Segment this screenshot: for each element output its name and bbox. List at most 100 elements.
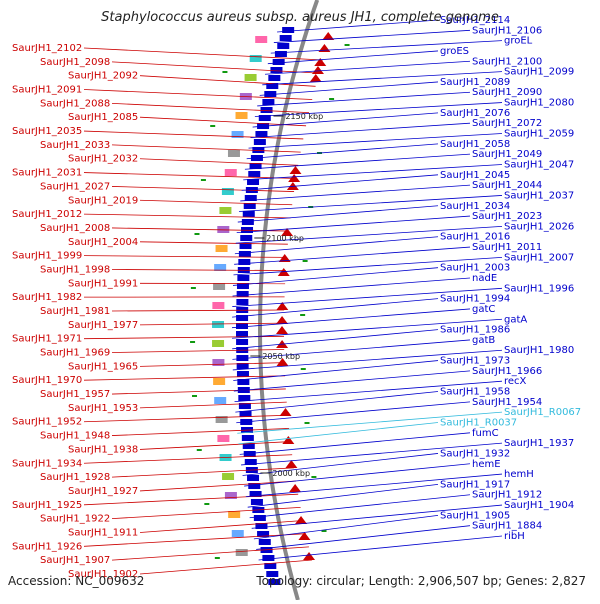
gene-label-left: SaurJH1_1927 <box>68 486 138 497</box>
forward-feature <box>237 275 249 281</box>
leader-line <box>232 330 438 349</box>
gene-label-right: groES <box>440 46 469 57</box>
gene-label-left: SaurJH1_1969 <box>40 348 110 359</box>
feature-marker <box>197 449 202 451</box>
annotation-stripe <box>212 302 224 309</box>
gene-label-left: SaurJH1_1965 <box>68 361 138 372</box>
feature-marker <box>215 557 220 559</box>
annotation-stripe <box>213 283 225 290</box>
leader-line <box>256 526 470 550</box>
gene-label-right: fumC <box>472 428 499 439</box>
gene-label-left: SaurJH1_2088 <box>40 98 110 109</box>
gene-label-left: SaurJH1_1925 <box>12 500 82 511</box>
gene-label-left: SaurJH1_2027 <box>40 181 110 192</box>
gene-label-left: SaurJH1_2033 <box>40 140 110 151</box>
annotation-stripe <box>212 321 224 328</box>
gene-label-left: SaurJH1_2008 <box>40 223 110 234</box>
leader-line <box>84 455 292 464</box>
forward-feature <box>270 67 282 73</box>
reverse-feature <box>282 436 294 444</box>
reverse-feature <box>280 408 292 416</box>
leader-line <box>237 216 470 233</box>
leader-line <box>84 173 296 179</box>
leader-line <box>240 433 470 455</box>
gene-label-right: nadE <box>472 273 497 284</box>
genome-summary: Topology: circular; Length: 2,906,507 bp… <box>256 574 586 588</box>
reverse-feature <box>289 484 301 492</box>
gene-label-left: SaurJH1_1938 <box>68 444 138 455</box>
gene-label-left: SaurJH1_1926 <box>12 541 82 552</box>
feature-marker <box>210 125 215 127</box>
gene-label-right: SaurJH1_2037 <box>504 190 574 201</box>
annotation-stripe <box>219 207 231 214</box>
gene-label-left: SaurJH1_1911 <box>68 527 138 538</box>
reverse-feature <box>303 552 315 560</box>
leader-line <box>140 323 284 325</box>
leader-line <box>233 278 470 296</box>
leader-line <box>112 507 301 518</box>
forward-feature <box>262 99 274 105</box>
annotation-stripe <box>222 188 234 195</box>
annotation-stripe <box>217 435 229 442</box>
annotation-stripe <box>225 169 237 176</box>
gene-label-right: SaurJH1_1996 <box>504 283 574 294</box>
gene-label-left: SaurJH1_2085 <box>68 112 138 123</box>
gene-label-left: SaurJH1_2004 <box>68 237 138 248</box>
annotation-stripe <box>236 112 248 119</box>
feature-marker <box>303 260 308 262</box>
gene-label-right: groEL <box>504 36 533 47</box>
leader-line <box>84 90 312 100</box>
feature-marker <box>300 314 305 316</box>
leader-line <box>140 560 312 574</box>
forward-feature <box>282 27 294 33</box>
gene-label-right: hemE <box>472 459 501 470</box>
forward-feature <box>275 51 287 57</box>
forward-feature <box>237 371 249 377</box>
feature-marker <box>329 98 334 100</box>
gene-label-left: SaurJH1_1977 <box>68 320 138 331</box>
feature-marker <box>311 476 316 478</box>
gene-label-right: gatB <box>472 335 495 346</box>
forward-feature <box>251 499 263 505</box>
gene-label-left: SaurJH1_1970 <box>12 375 82 386</box>
leader-line <box>112 428 289 435</box>
forward-feature <box>255 131 267 137</box>
forward-feature <box>277 43 289 49</box>
leader-line <box>250 495 470 518</box>
forward-feature <box>262 555 274 561</box>
leader-line <box>84 131 303 139</box>
leader-line <box>112 389 286 394</box>
gene-label-left: SaurJH1_2019 <box>68 195 138 206</box>
leader-line <box>238 422 438 443</box>
annotation-stripe <box>236 549 248 556</box>
gene-label-left: SaurJH1_2012 <box>12 209 82 220</box>
feature-marker <box>191 287 196 289</box>
annotation-stripe <box>228 511 240 518</box>
gene-label-left: SaurJH1_1991 <box>68 278 138 289</box>
feature-marker <box>222 71 227 73</box>
annotation-stripe <box>232 530 244 537</box>
forward-feature <box>242 435 254 441</box>
forward-feature <box>239 251 251 257</box>
reverse-feature <box>289 166 301 174</box>
gene-label-left: SaurJH1_2098 <box>40 57 110 68</box>
gene-label-right: SaurJH1_1937 <box>504 438 574 449</box>
gene-label-left: SaurJH1_1948 <box>40 431 110 442</box>
genome-backbone <box>260 0 317 600</box>
feature-marker <box>345 44 350 46</box>
accession-text: Accession: NC_009632 <box>8 574 144 588</box>
leader-line <box>112 186 294 191</box>
gene-label-left: SaurJH1_1953 <box>68 403 138 414</box>
leader-line <box>112 62 319 73</box>
gene-label-right: SaurJH1_2080 <box>504 98 574 109</box>
leader-line <box>140 76 316 87</box>
gene-label-right: SaurJH1_2047 <box>504 159 574 170</box>
forward-feature <box>247 475 259 481</box>
gene-label-left: SaurJH1_1982 <box>12 292 82 303</box>
reverse-feature <box>295 516 307 524</box>
tick-label: 2100 kbp <box>266 234 304 243</box>
gene-label-left: SaurJH1_2092 <box>68 71 138 82</box>
annotation-stripe <box>212 340 224 347</box>
annotation-stripe <box>213 378 225 385</box>
